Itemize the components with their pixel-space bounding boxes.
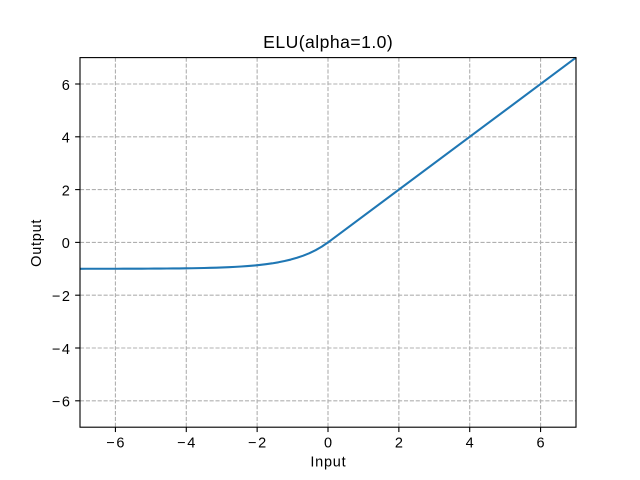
svg-text:Output: Output — [29, 219, 45, 267]
svg-text:6: 6 — [537, 436, 545, 452]
svg-text:2: 2 — [62, 183, 70, 199]
svg-text:−4: −4 — [177, 436, 197, 452]
svg-text:0: 0 — [62, 236, 70, 252]
svg-text:0: 0 — [324, 436, 332, 452]
svg-text:−4: −4 — [52, 342, 72, 358]
svg-text:−6: −6 — [106, 436, 126, 452]
svg-text:4: 4 — [466, 436, 474, 452]
svg-text:Input: Input — [310, 454, 346, 470]
svg-text:4: 4 — [62, 131, 70, 147]
svg-text:−2: −2 — [248, 436, 268, 452]
svg-text:−6: −6 — [52, 395, 72, 411]
svg-text:2: 2 — [395, 436, 403, 452]
svg-text:−2: −2 — [52, 289, 72, 305]
svg-text:6: 6 — [62, 78, 70, 94]
svg-text:ELU(alpha=1.0): ELU(alpha=1.0) — [263, 32, 393, 52]
